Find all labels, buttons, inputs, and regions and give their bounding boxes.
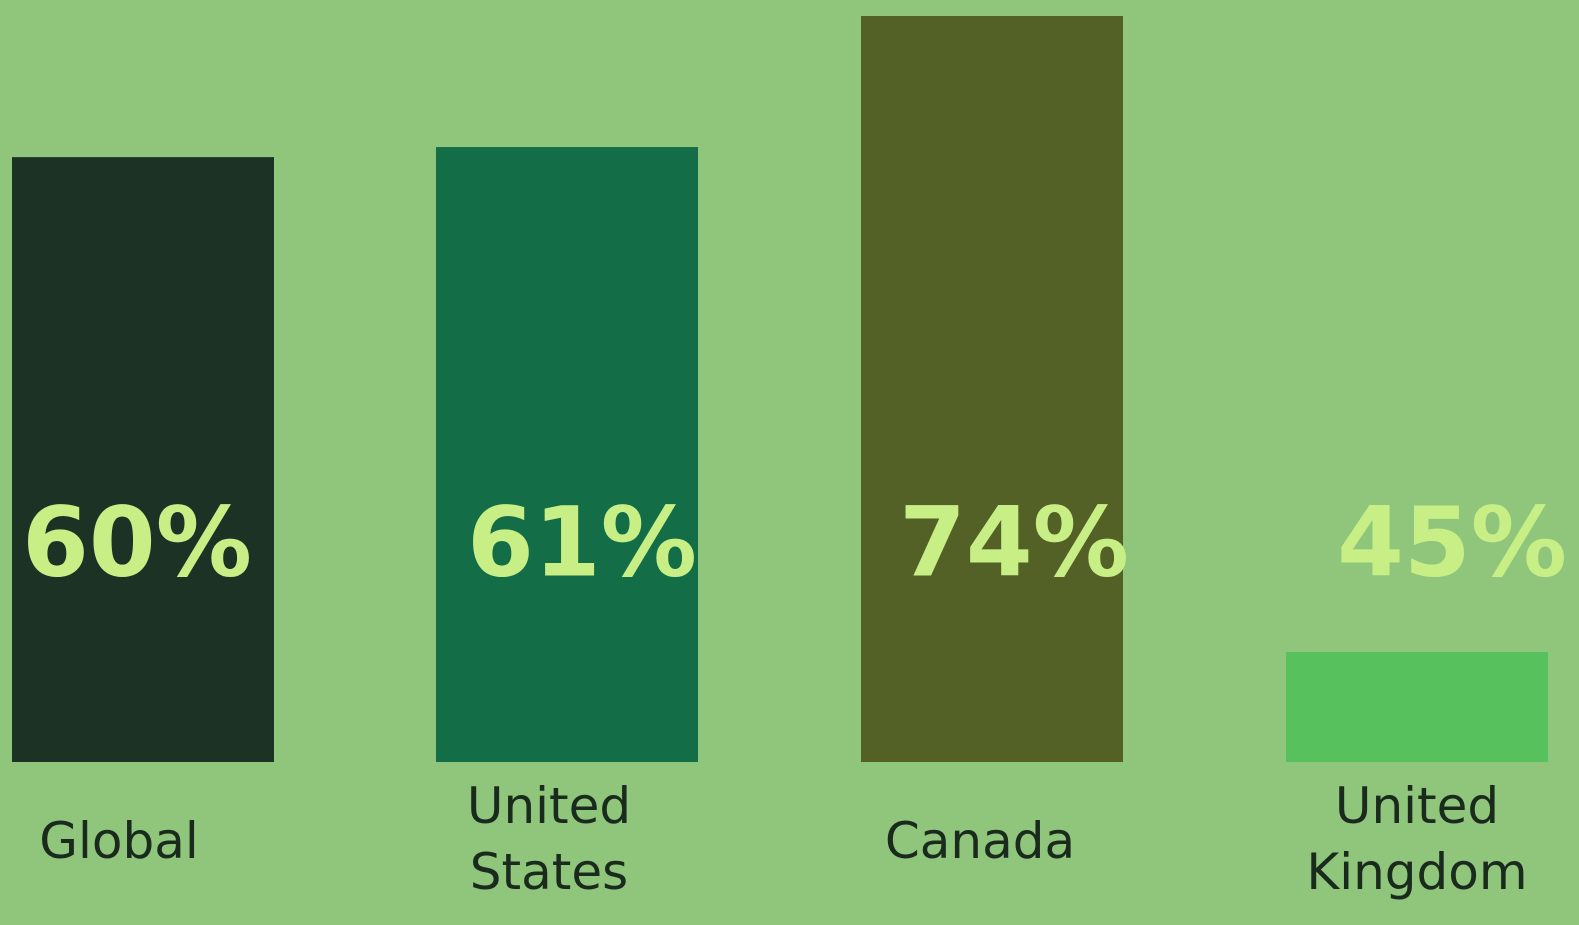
category-label-3: United Kingdom	[1306, 777, 1527, 901]
category-label-1: United States	[467, 777, 631, 901]
bars-layer	[12, 16, 1548, 762]
value-label-3: 45%	[1337, 486, 1567, 598]
value-label-2: 74%	[899, 486, 1129, 598]
category-label-line: Global	[39, 812, 199, 870]
category-label-line: United	[467, 777, 631, 835]
category-labels-layer: Global United States Canada United Kingdom	[39, 777, 1527, 901]
category-label-line: Canada	[885, 812, 1075, 870]
bar-1	[436, 147, 698, 762]
category-label-line: States	[470, 843, 628, 901]
bar-3	[1286, 651, 1548, 762]
category-label-2: Canada	[885, 812, 1075, 870]
value-label-0: 60%	[22, 486, 252, 598]
category-label-line: United	[1335, 777, 1499, 835]
category-label-line: Kingdom	[1306, 843, 1527, 901]
value-labels-layer: 60% 61% 74% 45%	[22, 486, 1567, 598]
category-label-0: Global	[39, 812, 199, 870]
value-label-1: 61%	[467, 486, 697, 598]
bar-2	[861, 16, 1123, 762]
bar-0	[12, 157, 274, 762]
